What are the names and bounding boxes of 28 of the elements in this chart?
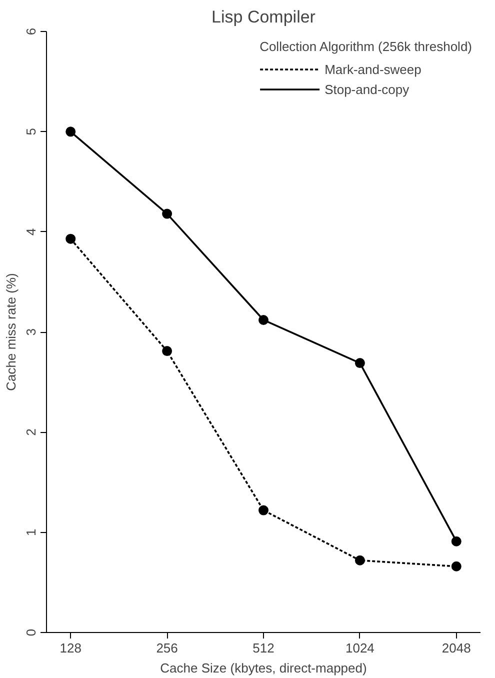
- x-tick-label: 128: [60, 640, 82, 656]
- y-tick-label: 4: [24, 228, 38, 236]
- y-axis-title: Cache miss rate (%): [4, 273, 18, 391]
- legend-title: Collection Algorithm (256k threshold): [260, 39, 472, 54]
- chart-title: Lisp Compiler: [212, 8, 316, 26]
- y-tick-label: 5: [24, 128, 38, 136]
- point: [354, 555, 365, 566]
- point: [66, 234, 76, 244]
- x-axis-title: Cache Size (kbytes, direct-mapped): [160, 660, 367, 676]
- point: [451, 561, 462, 572]
- legend-label: Stop-and-copy: [324, 82, 410, 96]
- x-tick-label: 256: [156, 640, 178, 656]
- point: [66, 126, 76, 137]
- point: [354, 358, 365, 368]
- y-tick-label: 6: [24, 28, 38, 36]
- point: [162, 346, 172, 356]
- point: [162, 208, 172, 219]
- point: [258, 314, 268, 325]
- x-tick-label: 512: [252, 640, 274, 656]
- point: [451, 536, 462, 546]
- y-tick-label: 3: [24, 328, 38, 336]
- point: [258, 505, 268, 516]
- y-tick-label: 2: [24, 428, 38, 436]
- x-tick-label: 1024: [345, 640, 374, 656]
- y-tick-label: 1: [24, 528, 38, 536]
- legend-label: Mark-and-sweep: [324, 62, 422, 76]
- x-tick-label: 2048: [442, 640, 471, 656]
- y-tick-label: 0: [24, 628, 38, 636]
